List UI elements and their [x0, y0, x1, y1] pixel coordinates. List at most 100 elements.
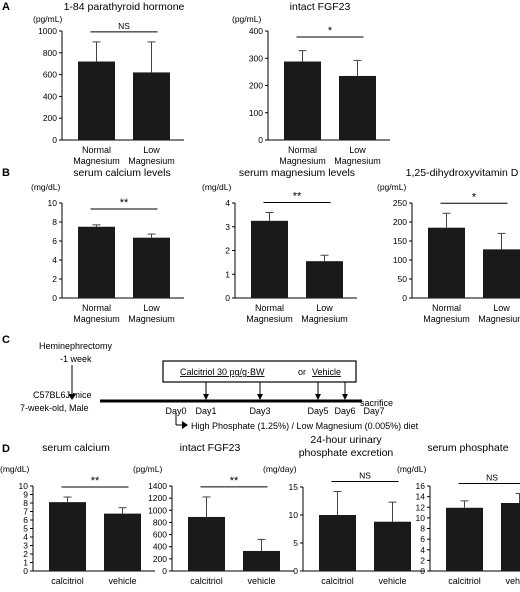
- timeline-days: Day0 Day1 Day3 Day5 Day6 Day7: [165, 382, 385, 416]
- category-label: vehicle: [108, 576, 136, 586]
- timeline-surgery-time: -1 week: [60, 354, 92, 364]
- y-axis-unit: (pg/mL): [377, 182, 406, 192]
- y-tick-label: 0: [52, 135, 57, 145]
- bar: [78, 61, 115, 140]
- category-label: Low: [349, 145, 366, 155]
- chart-title: serum magnesium levels: [239, 167, 355, 179]
- y-tick-label: 800: [43, 48, 57, 58]
- bar: [133, 72, 170, 140]
- y-tick-label: 2: [225, 246, 230, 256]
- y-tick-label: 200: [393, 217, 407, 227]
- y-tick-label: 0: [225, 293, 230, 303]
- significance-label: **: [91, 475, 100, 487]
- treatment-or-label: or: [298, 367, 306, 377]
- chart-title: serum calcium: [42, 442, 110, 454]
- timeline-day-label: Day5: [307, 406, 328, 416]
- y-axis-unit: (mg/dL): [31, 182, 60, 192]
- chart-title: serum phosphate: [427, 442, 508, 454]
- y-tick-label: 5: [23, 524, 28, 534]
- category-label: vehicle: [378, 576, 406, 586]
- timeline-end-label: sacrifice: [360, 398, 393, 408]
- chart-serum-magnesium-levels: serum magnesium levels (mg/dL) 0 1 2 3 4 Normal…: [202, 167, 357, 324]
- y-tick-label: 100: [249, 108, 263, 118]
- category-label: Magnesium: [301, 314, 348, 324]
- bar: [104, 513, 141, 571]
- y-tick-label: 0: [420, 566, 425, 576]
- y-tick-label: 6: [23, 515, 28, 525]
- y-tick-label: 4: [23, 532, 28, 542]
- timeline-day-label: Day1: [195, 406, 216, 416]
- y-axis-unit: (pg/mL): [232, 14, 261, 24]
- y-tick-label: 200: [153, 554, 167, 564]
- timeline-mice-age: 7-week-old, Male: [20, 403, 89, 413]
- y-tick-label: 0: [258, 135, 263, 145]
- y-tick-label: 0: [293, 566, 298, 576]
- panel-label-c: C: [2, 334, 10, 346]
- bar: [483, 249, 520, 298]
- timeline-day-label: Day0: [165, 406, 186, 416]
- category-label: Magnesium: [246, 314, 293, 324]
- category-label: Magnesium: [334, 156, 381, 166]
- y-tick-label: 1400: [148, 481, 167, 491]
- y-tick-label: 2: [52, 274, 57, 284]
- chart-title: serum calcium levels: [73, 167, 170, 179]
- timeline-mice-strain: C57BL6J mice: [33, 390, 92, 400]
- y-tick-label: 4: [225, 198, 230, 208]
- chart-title: 1-84 parathyroid hormone: [64, 1, 185, 13]
- y-tick-label: 4: [52, 255, 57, 265]
- bar: [251, 220, 288, 298]
- significance-label: NS: [359, 470, 371, 480]
- bar: [319, 515, 356, 571]
- chart-title: intact FGF23: [290, 1, 351, 13]
- y-tick-label: 600: [43, 70, 57, 80]
- category-label: Normal: [82, 145, 111, 155]
- diet-label: High Phosphate (1.25%) / Low Magnesium (…: [191, 421, 419, 431]
- chart-dihydroxyvitamin-d: 1,25-dihydroxyvitamin D(pg/mL) 0 50 100 150 2…: [377, 167, 520, 324]
- y-tick-label: 100: [393, 255, 407, 265]
- significance-label: NS: [118, 21, 130, 31]
- y-tick-label: 3: [23, 541, 28, 551]
- treatment-vehicle-label: Vehicle: [312, 367, 341, 377]
- category-label: Normal: [432, 303, 461, 313]
- y-tick-label: 10: [289, 510, 299, 520]
- significance-label: *: [328, 25, 333, 37]
- timeline-day-label: Day6: [334, 406, 355, 416]
- y-tick-label: 4: [420, 545, 425, 555]
- y-tick-label: 10: [48, 198, 58, 208]
- chart-parathyroid-hormone: 1-84 parathyroid hormone(pg/mL) 0 200 400 60…: [33, 1, 185, 166]
- bar: [339, 75, 376, 140]
- significance-label: **: [120, 197, 129, 209]
- dose-arrowhead: [203, 394, 209, 400]
- chart-title: intact FGF23: [180, 442, 241, 454]
- panel-label-a: A: [2, 1, 10, 13]
- bar: [374, 521, 411, 571]
- timeline-day-label: Day3: [249, 406, 270, 416]
- chart-title: 1,25-dihydroxyvitamin D: [406, 167, 519, 179]
- significance-label: **: [230, 475, 239, 487]
- category-label: Low: [143, 145, 160, 155]
- y-tick-label: 2: [420, 555, 425, 565]
- y-tick-label: 50: [398, 274, 408, 284]
- category-label: Low: [143, 303, 160, 313]
- y-tick-label: 12: [416, 502, 426, 512]
- y-tick-label: 800: [153, 517, 167, 527]
- y-tick-label: 9: [23, 490, 28, 500]
- bar: [284, 61, 321, 140]
- treatment-calcitriol-label: Calcitriol 30 pg/g·BW: [180, 367, 265, 377]
- y-tick-label: 400: [43, 91, 57, 101]
- y-axis-unit: (mg/day): [263, 464, 297, 474]
- y-tick-label: 14: [416, 492, 426, 502]
- category-label: Magnesium: [279, 156, 326, 166]
- chart-serum-calcium-levels: serum calcium levels (mg/dL) 0 2 4 6 8 10 Normal…: [31, 167, 184, 324]
- y-axis-unit: (pg/mL): [33, 14, 62, 24]
- category-label: Magnesium: [73, 314, 120, 324]
- chart-intact-fgf23-a: intact FGF23(pg/mL)0100200300400NormalMa…: [232, 1, 390, 166]
- y-tick-label: 200: [43, 113, 57, 123]
- bar: [446, 507, 483, 571]
- chart-title: 24-hour urinary: [310, 434, 382, 446]
- significance-label: NS: [486, 472, 498, 482]
- category-label: Normal: [288, 145, 317, 155]
- category-label: calcitriol: [321, 576, 354, 586]
